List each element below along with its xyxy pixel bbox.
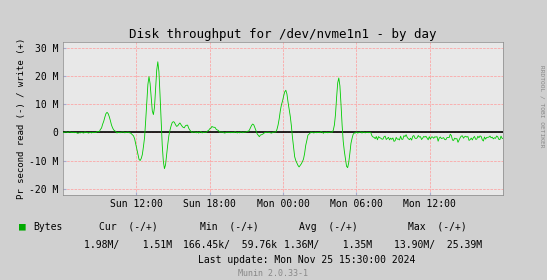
- Title: Disk throughput for /dev/nvme1n1 - by day: Disk throughput for /dev/nvme1n1 - by da…: [129, 28, 437, 41]
- Text: ■: ■: [19, 222, 26, 232]
- Text: Min  (-/+): Min (-/+): [200, 222, 259, 232]
- Text: 166.45k/  59.76k: 166.45k/ 59.76k: [183, 240, 277, 250]
- Text: Max  (-/+): Max (-/+): [408, 222, 467, 232]
- Text: 1.36M/    1.35M: 1.36M/ 1.35M: [284, 240, 373, 250]
- Text: Cur  (-/+): Cur (-/+): [99, 222, 158, 232]
- Text: 13.90M/  25.39M: 13.90M/ 25.39M: [393, 240, 482, 250]
- Text: 1.98M/    1.51M: 1.98M/ 1.51M: [84, 240, 173, 250]
- Text: RRDTOOL / TOBI OETIKER: RRDTOOL / TOBI OETIKER: [539, 65, 544, 148]
- Text: Bytes: Bytes: [33, 222, 62, 232]
- Y-axis label: Pr second read (-) / write (+): Pr second read (-) / write (+): [17, 38, 26, 199]
- Text: Avg  (-/+): Avg (-/+): [299, 222, 358, 232]
- Text: Munin 2.0.33-1: Munin 2.0.33-1: [238, 269, 309, 278]
- Text: Last update: Mon Nov 25 15:30:00 2024: Last update: Mon Nov 25 15:30:00 2024: [197, 255, 415, 265]
